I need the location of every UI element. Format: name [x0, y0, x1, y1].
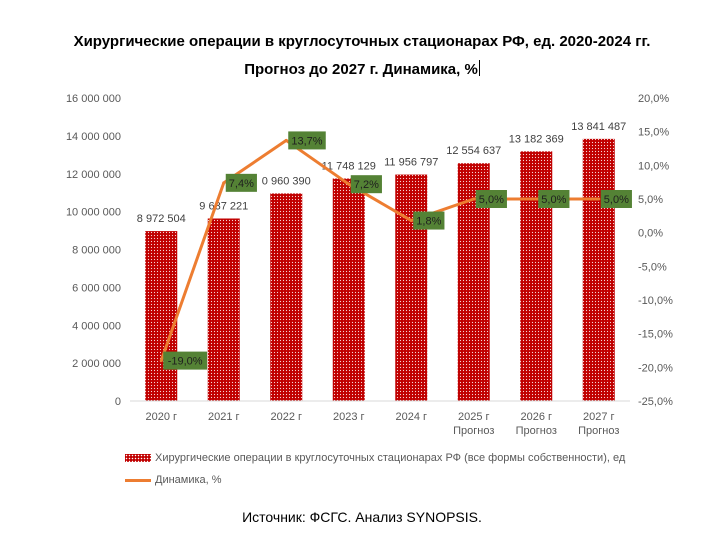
- y-right-tick-label: 0,0%: [638, 228, 663, 240]
- legend-bar-swatch: [125, 454, 151, 462]
- line-value-label: 5,0%: [541, 194, 566, 206]
- line-point: [222, 181, 226, 185]
- legend-line-swatch: [125, 478, 151, 482]
- y-right-tick-label: 10,0%: [638, 160, 669, 172]
- y-axis-left: 0 2 000 000 4 000 000 6 000 000 8 000 000 10 …: [66, 93, 121, 408]
- y-left-tick-label: 14 000 000: [66, 131, 121, 143]
- chart-subtitle-text: Прогноз до 2027 г. Динамика, %: [244, 61, 478, 78]
- line-value-label: 7,2%: [354, 179, 379, 191]
- bar: [520, 151, 553, 401]
- bar-value-label: 11 748 129: [322, 161, 376, 173]
- x-tick-label: 2026 г: [520, 411, 552, 423]
- text-cursor: [478, 60, 480, 76]
- bar-value-label: 8 972 504: [137, 213, 186, 225]
- x-tick-label: 2020 г: [145, 411, 177, 423]
- x-tick-label: Прогноз: [453, 425, 494, 437]
- line-label-box: [225, 173, 257, 192]
- line-value-label: -19,0%: [168, 356, 203, 368]
- chart-subtitle: Прогноз до 2027 г. Динамика, %: [0, 60, 724, 78]
- line-label-box: [475, 190, 507, 208]
- y-left-tick-label: 10 000 000: [66, 207, 121, 219]
- bar-value-label: 13 182 369: [509, 133, 564, 145]
- line-label-box: [538, 190, 570, 208]
- x-tick-label: 2025 г: [458, 411, 490, 423]
- y-right-tick-label: 5,0%: [638, 194, 663, 206]
- bar: [145, 231, 178, 401]
- bar-data-labels: 8 972 504 9 637 221 0 960 390 11 748 129 11 …: [137, 121, 627, 225]
- x-tick-label: 2021 г: [208, 411, 240, 423]
- bar-value-label: 12 554 637: [446, 145, 501, 157]
- y-right-tick-label: 15,0%: [638, 127, 669, 139]
- x-tick-label: 2027 г: [583, 411, 615, 423]
- bar-value-label: 13 841 487: [571, 121, 626, 133]
- y-left-tick-label: 16 000 000: [66, 93, 121, 105]
- x-tick-label: Прогноз: [578, 425, 619, 437]
- line-value-label: 1,8%: [416, 216, 441, 228]
- y-right-tick-label: -5,0%: [638, 261, 667, 273]
- y-left-tick-label: 4 000 000: [72, 320, 121, 332]
- line-label-box: [600, 190, 632, 208]
- line-point: [472, 197, 476, 201]
- bar-value-label: 11 956 797: [384, 157, 438, 169]
- y-right-tick-label: -20,0%: [638, 362, 673, 374]
- line-point: [597, 197, 601, 201]
- bar-value-label: 9 637 221: [199, 200, 248, 212]
- x-tick-label: 2022 г: [270, 411, 302, 423]
- bar-value-label: 0 960 390: [262, 175, 311, 187]
- legend-bars: Хирургические операции в круглосуточных …: [125, 452, 625, 464]
- line-label-box: [413, 211, 445, 230]
- chart-title: Хирургические операции в круглосуточных …: [73, 33, 651, 50]
- bar: [582, 138, 615, 402]
- bar: [395, 174, 428, 401]
- bar: [207, 218, 240, 401]
- line-value-label: 13,7%: [291, 135, 322, 147]
- x-tick-label: 2023 г: [333, 411, 365, 423]
- bar-series: [145, 138, 615, 402]
- y-right-tick-label: -25,0%: [638, 396, 673, 408]
- source-note: Источник: ФСГС. Анализ SYNOPSIS.: [242, 509, 482, 525]
- y-left-tick-label: 2 000 000: [72, 358, 121, 370]
- line-value-label: 5,0%: [604, 194, 629, 206]
- legend-bar-label: Хирургические операции в круглосуточных …: [155, 452, 626, 464]
- line-point: [284, 138, 288, 142]
- line-point: [347, 182, 351, 186]
- line-data-labels: -19,0% 7,4% 13,7% 7,2% 1,8% 5,0% 5,0% 5,0%: [163, 131, 632, 370]
- line-label-box: [350, 175, 382, 194]
- x-tick-label: 2024 г: [395, 411, 427, 423]
- x-axis: 2020 г 2021 г 2022 г 2023 г 2024 г 2025 г Прог…: [130, 400, 630, 437]
- legend-line-label: Динамика, %: [155, 474, 222, 486]
- y-axis-right: -25,0% -20,0% -15,0% -10,0% -5,0% 0,0% 5,0% 10,…: [638, 93, 673, 408]
- y-left-tick-label: 6 000 000: [72, 282, 121, 294]
- line-value-label: 5,0%: [479, 194, 504, 206]
- x-tick-label: Прогноз: [516, 425, 557, 437]
- bar: [270, 193, 303, 401]
- y-left-tick-label: 0: [115, 396, 121, 408]
- y-left-tick-label: 8 000 000: [72, 245, 121, 257]
- y-left-tick-label: 12 000 000: [66, 169, 121, 181]
- line-label-box: [163, 351, 208, 370]
- y-right-tick-label: -15,0%: [638, 329, 673, 341]
- y-right-tick-label: -10,0%: [638, 295, 673, 307]
- bar: [332, 178, 365, 401]
- legend-line: Динамика, %: [125, 474, 222, 486]
- line-label-box: [288, 131, 326, 150]
- line-point: [159, 359, 163, 363]
- line-point: [534, 197, 538, 201]
- line-point: [409, 219, 413, 223]
- line-value-label: 7,4%: [229, 178, 254, 190]
- y-right-tick-label: 20,0%: [638, 93, 669, 105]
